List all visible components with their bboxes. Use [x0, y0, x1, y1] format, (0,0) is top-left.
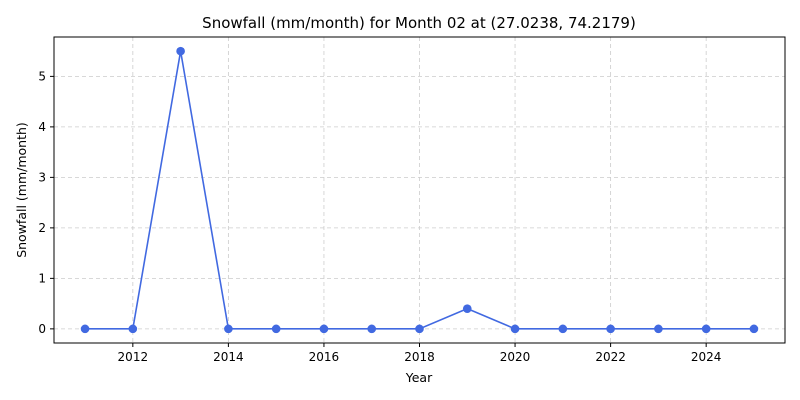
data-point-2017 — [367, 324, 377, 334]
y-axis-label: Snowfall (mm/month) — [14, 122, 29, 258]
y-tick-label: 5 — [38, 69, 46, 83]
data-point-2013 — [176, 46, 185, 56]
data-point-2012 — [128, 324, 138, 334]
x-tick-label: 2012 — [118, 350, 149, 364]
y-axis-ticks: 0 1 2 3 4 5 — [38, 69, 54, 336]
data-point-2019 — [462, 304, 472, 313]
data-point-2018 — [415, 324, 424, 334]
x-tick-label: 2022 — [595, 350, 626, 364]
series-layer — [80, 46, 759, 334]
data-point-2021 — [558, 324, 568, 334]
y-tick-label: 1 — [38, 271, 46, 285]
x-tick-label: 2018 — [404, 350, 435, 364]
data-point-2015 — [271, 324, 281, 334]
x-tick-label: 2024 — [691, 350, 722, 364]
x-tick-label: 2014 — [213, 350, 244, 364]
y-tick-label: 0 — [38, 322, 46, 336]
data-point-2016 — [319, 324, 329, 334]
x-tick-label: 2020 — [500, 350, 531, 364]
data-point-2025 — [749, 324, 759, 334]
y-tick-label: 4 — [38, 120, 46, 134]
y-tick-label: 2 — [38, 221, 46, 235]
data-point-2023 — [654, 324, 663, 334]
x-axis-label: Year — [405, 370, 433, 385]
x-tick-label: 2016 — [309, 350, 340, 364]
x-axis-ticks: 2012 2014 2016 2018 2020 2022 2024 — [118, 343, 722, 364]
chart-title: Snowfall (mm/month) for Month 02 at (27.… — [202, 14, 636, 32]
grid-layer — [54, 37, 785, 343]
data-point-2014 — [224, 324, 233, 334]
y-tick-label: 3 — [38, 170, 46, 184]
data-point-2024 — [701, 324, 711, 334]
data-point-2022 — [606, 324, 615, 334]
data-point-2011 — [80, 324, 90, 334]
series-line — [85, 51, 754, 330]
data-point-2020 — [510, 324, 520, 334]
